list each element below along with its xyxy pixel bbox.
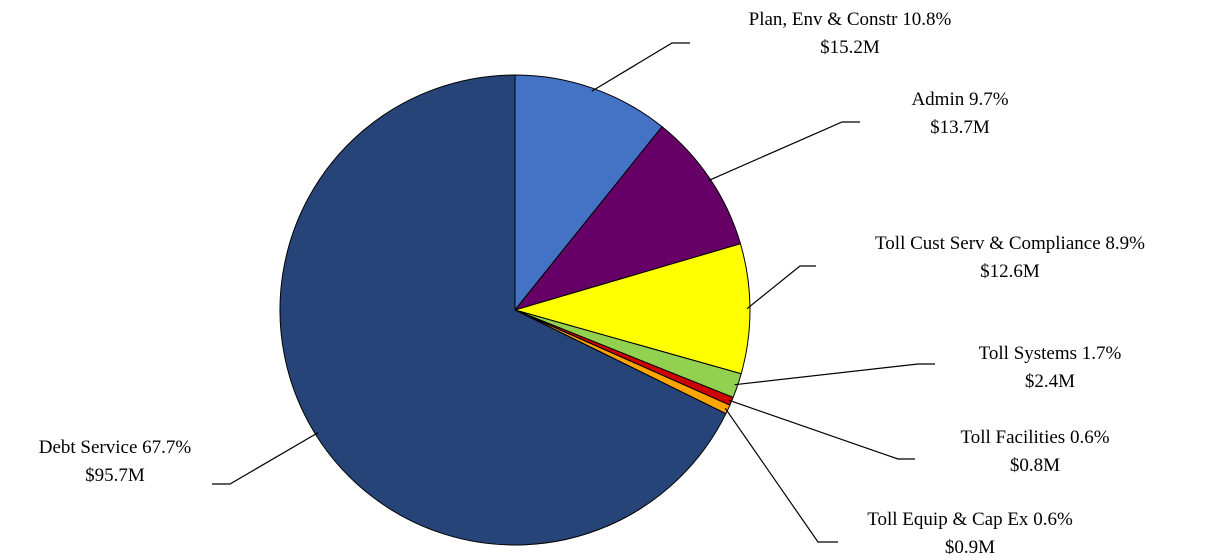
leaders-layer (212, 42, 935, 543)
leader-line-toll-equip-cap-ex (724, 407, 838, 543)
leader-line-plan-env-constr (591, 42, 690, 92)
leader-line-toll-facilities (728, 399, 915, 460)
slice-label-debt-service: Debt Service 67.7% $95.7M (38, 437, 192, 486)
leader-line-toll-cust-serv (746, 265, 816, 310)
slice-label-toll-facilities: Toll Facilities 0.6% $0.8M (960, 427, 1110, 476)
leader-line-toll-systems (734, 363, 935, 386)
slices-layer (279, 74, 751, 546)
pie-slice-plan-env-constr (514, 74, 663, 311)
slice-label-toll-cust-serv: Toll Cust Serv & Compliance 8.9% $12.6M (875, 233, 1145, 282)
slice-label-plan-env-constr: Plan, Env & Constr 10.8% $15.2M (748, 9, 952, 58)
pie-slice-toll-cust-serv (514, 243, 751, 375)
slice-label-toll-equip-cap-ex: Toll Equip & Cap Ex 0.6% $0.9M (867, 509, 1073, 558)
slice-label-admin: Admin 9.7% $13.7M (911, 89, 1009, 138)
slice-label-toll-systems: Toll Systems 1.7% $2.4M (978, 343, 1122, 392)
leader-line-admin (707, 121, 860, 182)
leader-line-debt-service (212, 432, 319, 485)
